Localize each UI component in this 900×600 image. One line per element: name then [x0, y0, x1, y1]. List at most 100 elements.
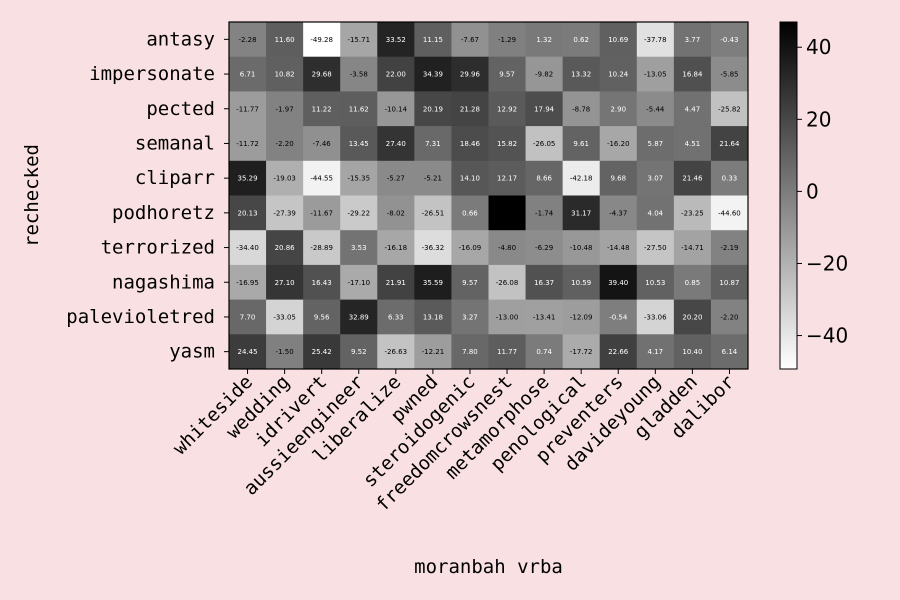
heatmap-cell [673, 126, 712, 162]
heatmap-cell [303, 299, 341, 335]
cell-value-label: -14.48 [607, 244, 630, 252]
cell-value-label: -44.55 [310, 175, 333, 183]
cell-value-label: 9.57 [499, 71, 515, 79]
heatmap-cell [673, 299, 712, 335]
cell-value-label: -26.51 [422, 209, 445, 217]
cell-value-label: 12.92 [497, 105, 517, 113]
heatmap-cell [525, 56, 564, 92]
heatmap-cell [340, 264, 378, 300]
heatmap-cell [525, 22, 564, 58]
heatmap-cell [414, 22, 452, 58]
heatmap-cell [414, 299, 452, 335]
heatmap-cell [599, 195, 638, 231]
cell-value-label: 20.19 [423, 105, 443, 113]
heatmap-cell [451, 264, 489, 300]
heatmap-cell [303, 91, 341, 127]
colorbar-ticks: 40 20 0 −20 −40 [797, 35, 848, 348]
heatmap-cell [451, 126, 489, 162]
heatmap-cell [673, 230, 712, 266]
heatmap-cell [710, 160, 749, 196]
heatmap-cell [266, 22, 304, 58]
cell-value-label: 13.45 [349, 140, 369, 148]
heatmap-cell [673, 195, 712, 231]
heatmap-cell [377, 160, 415, 196]
plot-frame [228, 21, 749, 370]
cell-value-label: -1.50 [276, 348, 294, 356]
heatmap-cell [377, 195, 415, 231]
heatmap-cell [673, 264, 712, 300]
cell-value-label: 3.77 [685, 36, 701, 44]
heatmap-cell [340, 230, 378, 266]
heatmap-cell [710, 126, 749, 162]
heatmap-cell [340, 22, 378, 58]
heatmap-cell [340, 160, 378, 196]
heatmap-cell [636, 91, 675, 127]
heatmap-cell [525, 334, 564, 370]
cell-value-label: -27.39 [273, 209, 296, 217]
heatmap-cell [340, 334, 378, 370]
cell-value-label: -2.20 [720, 313, 738, 321]
y-tick-label: cliparr [135, 167, 215, 189]
cell-value-label: -10.48 [570, 244, 593, 252]
heatmap-cell [451, 195, 489, 231]
heatmap-cell [229, 22, 267, 58]
heatmap-cell [451, 334, 489, 370]
cell-value-label: 21.46 [682, 175, 703, 183]
colorbar-tick-label: 20 [806, 107, 831, 131]
cell-value-label: 27.10 [275, 279, 295, 287]
cell-value-label: -11.67 [310, 209, 333, 217]
heatmap-cell [525, 230, 564, 266]
x-axis-ticks: whitesideweddingidrivertaussieengineerli… [169, 369, 739, 516]
cell-value-label: -19.03 [273, 175, 296, 183]
heatmap-cell [599, 230, 638, 266]
cell-value-label: -23.25 [681, 209, 704, 217]
cell-value-label: -42.18 [570, 175, 593, 183]
y-tick-label: semanal [135, 132, 215, 154]
heatmap-cell [525, 195, 564, 231]
cell-value-label: 4.51 [685, 140, 701, 148]
cell-value-label: -2.20 [276, 140, 294, 148]
cell-value-label: -11.72 [236, 140, 259, 148]
heatmap-cell [377, 299, 415, 335]
heatmap-cell [599, 299, 638, 335]
cell-value-label: 16.84 [682, 71, 703, 79]
cell-value-label: -16.09 [459, 244, 482, 252]
heatmap-cell [562, 299, 601, 335]
cell-value-label: -8.02 [387, 209, 405, 217]
heatmap-cell [599, 334, 638, 370]
heatmap-cell [673, 334, 712, 370]
heatmap-cell [414, 230, 452, 266]
cell-value-label: -16.95 [236, 279, 259, 287]
heatmap-cell [414, 126, 452, 162]
heatmap-cell [673, 91, 712, 127]
cell-value-label: 4.17 [648, 348, 664, 356]
cell-value-label: 20.86 [275, 244, 296, 252]
y-tick-label: nagashima [112, 271, 215, 293]
cell-value-label: 10.24 [608, 71, 629, 79]
cell-value-label: -28.89 [310, 244, 333, 252]
heatmap-cell [229, 230, 267, 266]
heatmap-cell [562, 22, 601, 58]
cell-value-label: -5.44 [646, 105, 665, 113]
heatmap-cell [340, 91, 378, 127]
heatmap-cell [636, 160, 675, 196]
colorbar-tick-label: 0 [806, 179, 819, 203]
heatmap-cell [488, 334, 526, 370]
cell-value-label: -12.09 [570, 313, 593, 321]
cell-value-label: -16.18 [385, 244, 408, 252]
cell-value-label: -10.14 [385, 105, 408, 113]
heatmap-cell [525, 299, 564, 335]
cell-value-label: 22.66 [608, 348, 629, 356]
cell-value-label: -49.28 [310, 36, 333, 44]
heatmap-cell [414, 264, 452, 300]
cell-value-label: 3.53 [351, 244, 367, 252]
cell-value-label: -36.32 [422, 244, 445, 252]
heatmap-cell [377, 91, 415, 127]
heatmap-cell [562, 230, 601, 266]
heatmap-cell [562, 334, 601, 370]
cell-value-label: -16.20 [607, 140, 630, 148]
heatmap-cell [303, 195, 341, 231]
heatmap-cell [229, 126, 267, 162]
heatmap-cell [673, 56, 712, 92]
cell-value-label: 15.82 [497, 140, 517, 148]
